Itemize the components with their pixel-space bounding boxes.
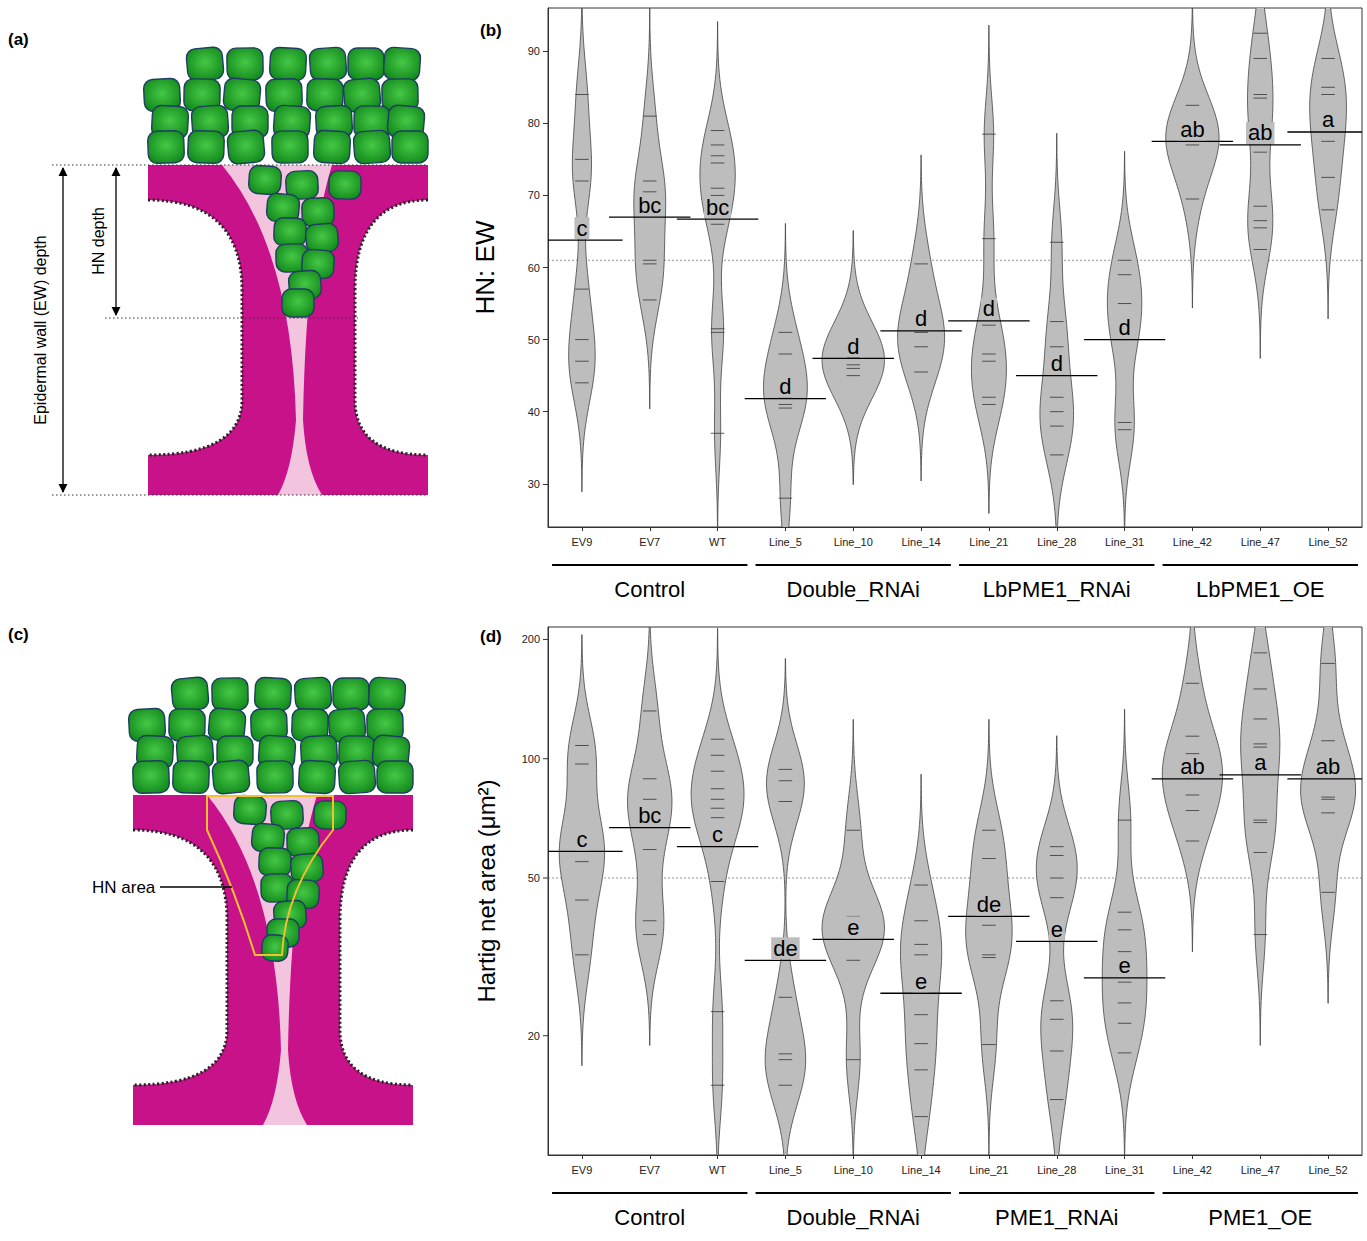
svg-text:e: e	[915, 969, 927, 994]
svg-text:(a): (a)	[8, 30, 29, 49]
svg-text:60: 60	[528, 262, 540, 274]
svg-text:ab: ab	[1180, 117, 1204, 142]
svg-text:e: e	[847, 915, 859, 940]
svg-text:80: 80	[528, 117, 540, 129]
svg-text:a: a	[1322, 107, 1335, 132]
svg-text:90: 90	[528, 45, 540, 57]
svg-text:LbPME1_RNAi: LbPME1_RNAi	[983, 577, 1131, 602]
svg-text:de: de	[773, 936, 797, 961]
svg-text:EV9: EV9	[572, 1164, 593, 1176]
svg-text:(c): (c)	[8, 625, 29, 644]
svg-text:ab: ab	[1248, 120, 1272, 145]
svg-text:Line_42: Line_42	[1173, 536, 1212, 548]
svg-text:40: 40	[528, 406, 540, 418]
svg-text:Line_47: Line_47	[1241, 536, 1280, 548]
svg-text:Double_RNAi: Double_RNAi	[787, 1205, 920, 1230]
svg-text:EV7: EV7	[639, 536, 660, 548]
svg-text:a: a	[1254, 750, 1267, 775]
svg-text:Line_52: Line_52	[1309, 1164, 1348, 1176]
svg-text:(d): (d)	[480, 627, 502, 646]
svg-text:PME1_OE: PME1_OE	[1208, 1205, 1312, 1230]
svg-text:Line_28: Line_28	[1037, 536, 1076, 548]
svg-text:30: 30	[528, 478, 540, 490]
svg-text:100: 100	[522, 753, 540, 765]
svg-text:PME1_RNAi: PME1_RNAi	[995, 1205, 1118, 1230]
svg-text:e: e	[1118, 953, 1130, 978]
svg-text:ab: ab	[1180, 754, 1204, 779]
svg-text:EV7: EV7	[639, 1164, 660, 1176]
svg-text:HN depth: HN depth	[90, 207, 107, 275]
svg-text:Line_21: Line_21	[969, 1164, 1008, 1176]
svg-text:d: d	[915, 306, 927, 331]
svg-text:EV9: EV9	[572, 536, 593, 548]
svg-text:d: d	[1051, 351, 1063, 376]
svg-text:bc: bc	[638, 193, 661, 218]
svg-text:Line_31: Line_31	[1105, 536, 1144, 548]
svg-text:WT: WT	[709, 1164, 726, 1176]
svg-text:Double_RNAi: Double_RNAi	[787, 577, 920, 602]
svg-text:20: 20	[528, 1030, 540, 1042]
svg-text:e: e	[1051, 917, 1063, 942]
svg-text:HN: EW: HN: EW	[470, 220, 500, 314]
svg-text:Epidermal wall (EW) depth: Epidermal wall (EW) depth	[32, 235, 49, 424]
svg-text:bc: bc	[638, 803, 661, 828]
svg-text:Line_21: Line_21	[969, 536, 1008, 548]
svg-text:c: c	[712, 822, 723, 847]
svg-text:d: d	[1118, 315, 1130, 340]
svg-text:d: d	[847, 334, 859, 359]
svg-text:de: de	[977, 892, 1001, 917]
svg-text:ab: ab	[1316, 754, 1340, 779]
svg-text:WT: WT	[709, 536, 726, 548]
svg-text:Line_5: Line_5	[769, 1164, 802, 1176]
svg-text:50: 50	[528, 334, 540, 346]
svg-text:c: c	[576, 216, 587, 241]
svg-text:200: 200	[522, 633, 540, 645]
svg-text:LbPME1_OE: LbPME1_OE	[1196, 577, 1324, 602]
svg-text:Line_52: Line_52	[1309, 536, 1348, 548]
svg-text:Line_47: Line_47	[1241, 1164, 1280, 1176]
svg-text:Line_28: Line_28	[1037, 1164, 1076, 1176]
svg-text:Line_5: Line_5	[769, 536, 802, 548]
svg-text:d: d	[983, 296, 995, 321]
svg-text:c: c	[576, 827, 587, 852]
svg-text:Hartig net area (μm²): Hartig net area (μm²)	[473, 779, 500, 1002]
svg-text:Line_31: Line_31	[1105, 1164, 1144, 1176]
svg-text:Line_10: Line_10	[834, 1164, 873, 1176]
svg-text:HN area: HN area	[92, 878, 156, 897]
svg-text:Line_42: Line_42	[1173, 1164, 1212, 1176]
svg-text:d: d	[779, 374, 791, 399]
svg-text:bc: bc	[706, 195, 729, 220]
svg-text:Line_10: Line_10	[834, 536, 873, 548]
svg-text:Line_14: Line_14	[902, 1164, 941, 1176]
svg-text:Control: Control	[614, 577, 685, 602]
svg-text:Line_14: Line_14	[902, 536, 941, 548]
svg-text:70: 70	[528, 189, 540, 201]
svg-text:50: 50	[528, 872, 540, 884]
svg-text:(b): (b)	[480, 21, 502, 40]
svg-text:Control: Control	[614, 1205, 685, 1230]
